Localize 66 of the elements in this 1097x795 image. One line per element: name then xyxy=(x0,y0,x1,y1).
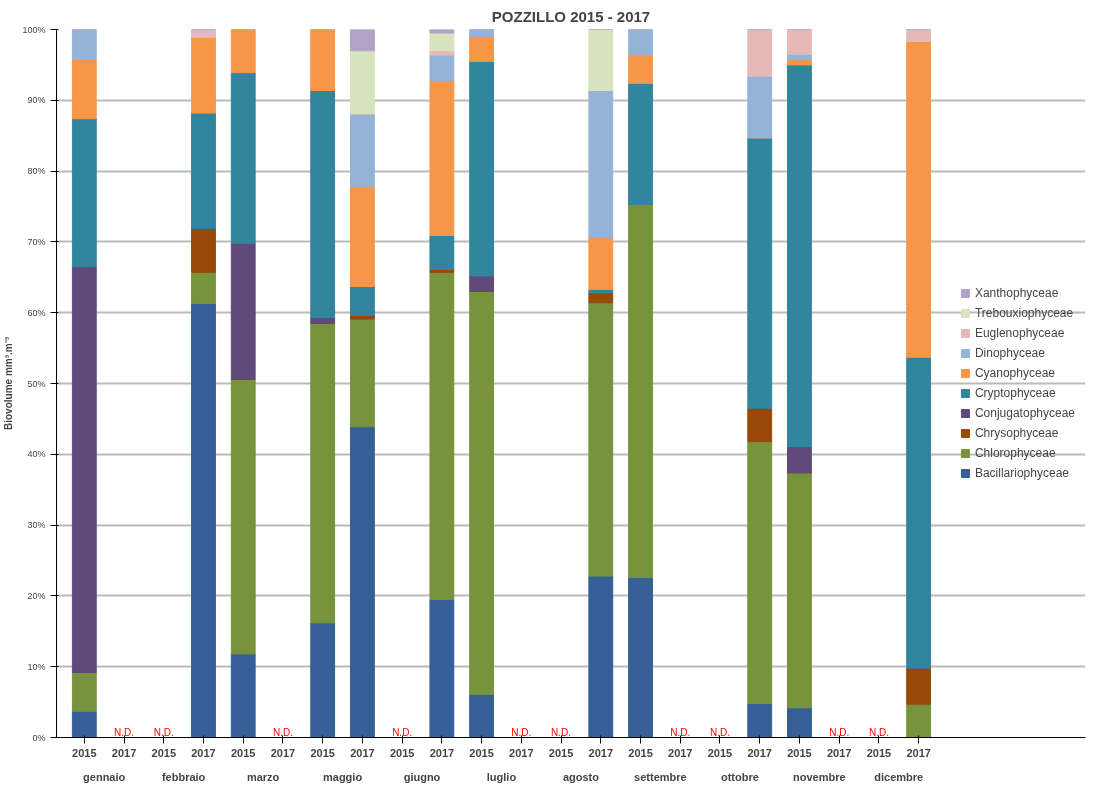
legend-label: Trebouxiophyceae xyxy=(974,306,1074,320)
chart-title: POZZILLO 2015 - 2017 xyxy=(491,7,651,25)
text: gennaio xyxy=(83,770,126,783)
text: N.D. xyxy=(392,726,413,738)
legend-label: Bacillariophyceae xyxy=(974,466,1069,480)
x-tick-label: 2015 xyxy=(628,746,653,759)
x-tick-label: 2017 xyxy=(747,746,772,759)
x-tick-label: 2015 xyxy=(230,746,256,759)
text: novembre xyxy=(793,770,846,783)
x-tick-label: 2015 xyxy=(548,746,574,759)
text: giugno xyxy=(403,770,441,783)
x-tick-label: 2017 xyxy=(429,746,455,759)
text: agosto xyxy=(562,770,600,783)
text: N.D. xyxy=(114,726,135,738)
x-tick-label: 2015 xyxy=(787,746,812,759)
x-tick-label: 2017 xyxy=(270,746,296,759)
legend-label: Chrysophyceae xyxy=(974,426,1059,440)
x-tick-label: 2017 xyxy=(509,746,534,759)
x-tick-label: 2015 xyxy=(707,746,733,759)
x-tick-label: 2017 xyxy=(111,746,137,759)
y-tick-label: 50% xyxy=(27,378,46,389)
text: settembre xyxy=(634,770,687,783)
y-tick-label: 90% xyxy=(27,95,46,106)
legend-label: Euglenophyceae xyxy=(974,326,1065,340)
x-tick-label: 2017 xyxy=(906,746,931,759)
y-tick-label: 10% xyxy=(27,661,46,672)
y-tick-label: 70% xyxy=(27,236,46,247)
text: febbraio xyxy=(161,770,206,783)
text: ottobre xyxy=(720,770,759,783)
text: marzo xyxy=(246,770,280,783)
text: N.D. xyxy=(868,726,889,738)
x-tick-label: 2015 xyxy=(72,746,97,759)
x-tick-label: 2015 xyxy=(469,746,494,759)
legend-label: Chlorophyceae xyxy=(974,446,1056,460)
x-tick-label: 2017 xyxy=(826,746,852,759)
text: N.D. xyxy=(829,726,850,738)
y-tick-label: 100% xyxy=(22,24,46,35)
y-tick-label: 60% xyxy=(27,307,46,318)
legend-label: Dinophyceae xyxy=(974,346,1045,360)
x-tick-label: 2015 xyxy=(389,746,415,759)
x-tick-label: 2017 xyxy=(350,746,375,759)
legend-label: Xanthophyceae xyxy=(974,286,1059,300)
text: N.D. xyxy=(511,726,532,738)
y-tick-label: 0% xyxy=(32,732,46,743)
y-tick-label: 30% xyxy=(27,520,46,531)
text: N.D. xyxy=(670,726,691,738)
legend-label: Conjugatophyceae xyxy=(974,406,1075,420)
x-tick-label: 2017 xyxy=(191,746,216,759)
text: N.D. xyxy=(272,726,293,738)
text: dicembre xyxy=(874,770,924,783)
text: N.D. xyxy=(153,726,174,738)
text: maggio xyxy=(323,770,363,783)
y-tick-label: 80% xyxy=(27,166,46,177)
text: N.D. xyxy=(551,726,572,738)
y-axis-title: Biovolume mm³.m⁻³ xyxy=(3,336,15,430)
text: N.D. xyxy=(709,726,730,738)
x-tick-label: 2017 xyxy=(668,746,693,759)
x-tick-label: 2017 xyxy=(588,746,614,759)
legend-label: Cyanophyceae xyxy=(974,366,1055,380)
text: luglio xyxy=(486,770,517,783)
y-tick-label: 20% xyxy=(27,590,46,601)
x-tick-label: 2015 xyxy=(310,746,335,759)
legend-label: Cryptophyceae xyxy=(974,386,1056,400)
x-tick-label: 2015 xyxy=(866,746,892,759)
y-tick-label: 40% xyxy=(27,449,46,460)
x-tick-label: 2015 xyxy=(151,746,177,759)
